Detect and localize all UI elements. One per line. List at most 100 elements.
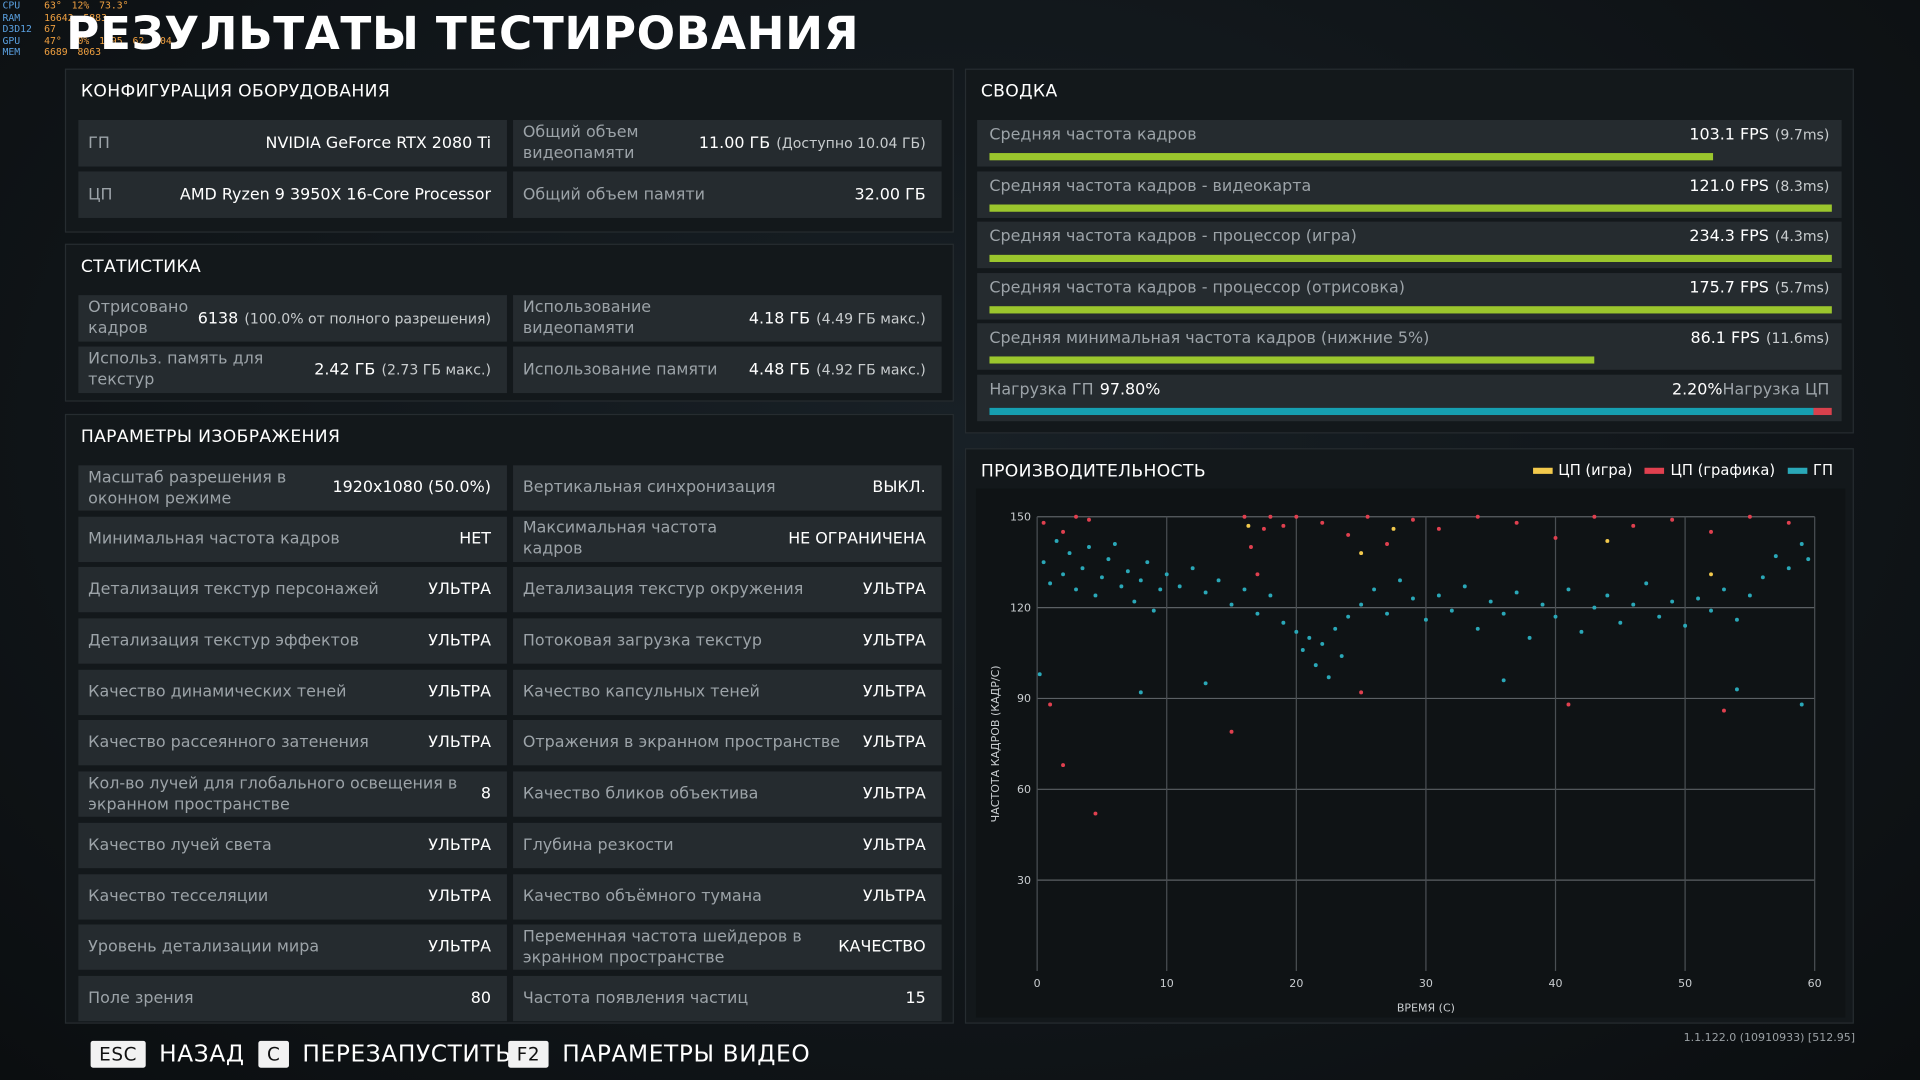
data-point — [1359, 690, 1364, 695]
data-point — [1501, 611, 1506, 616]
version: 1.1.122.0 (10910933) [512.95] — [1683, 1032, 1856, 1045]
data-point — [1313, 663, 1318, 668]
setting-label: Общий объем памяти — [522, 185, 705, 204]
key-hint: C — [258, 1040, 289, 1068]
setting-cell: Максимальная частота кадров НЕ ОГРАНИЧЕНА — [513, 516, 942, 562]
data-point — [1411, 517, 1415, 522]
setting-value: УЛЬТРА — [862, 631, 926, 651]
setting-value: УЛЬТРА — [428, 938, 492, 957]
legend-swatch — [1532, 467, 1553, 474]
data-point — [1644, 581, 1649, 586]
data-point — [1709, 529, 1713, 534]
data-point — [1734, 617, 1739, 622]
data-point — [1093, 811, 1098, 816]
summary-label: Средняя частота кадров - процессор (игра… — [989, 227, 1357, 247]
summary-value-wrap: 103.1 FPS (9.7ms) — [1689, 126, 1829, 144]
y-tick-label: 60 — [1017, 783, 1031, 796]
performance-panel: 30 60 90 120 150 0 10 20 30 40 50 60 ВРЕМЯ (С) ЧАСТОТ… — [964, 448, 1854, 1024]
setting-cell: Общий объем видеопамяти 11.00 ГБ (Доступно… — [513, 120, 942, 167]
data-point — [1158, 587, 1163, 592]
data-point — [1553, 614, 1558, 619]
setting-value: 1920x1080 (50.0%) — [332, 478, 492, 498]
data-point — [1268, 514, 1273, 519]
data-point — [1592, 514, 1597, 519]
setting-label: Вертикальная синхронизация — [522, 478, 776, 498]
data-point — [1683, 623, 1688, 628]
overlay-line: D3D12 67 — [2, 23, 183, 35]
data-point — [1391, 526, 1396, 531]
data-point — [1605, 539, 1610, 543]
data-point — [1048, 581, 1053, 586]
data-point — [1385, 611, 1390, 616]
x-tick-label: 10 — [1160, 977, 1174, 990]
data-point — [1300, 648, 1305, 652]
legend: ЦП (игра) ЦП (графика) ГП — [1532, 462, 1833, 479]
overlay-value: 5883 — [83, 11, 107, 23]
bar-track — [989, 356, 1831, 365]
setting-cell: Детализация текстур персонажей УЛЬТРА — [78, 567, 507, 613]
load-row: Нагрузка ГП 97.80% 2.20%Нагрузка ЦП — [977, 374, 1842, 422]
data-point — [1125, 569, 1130, 574]
summary-panel: СВОДКА Средняя частота кадров 103.1 FPS (9.… — [964, 68, 1854, 434]
chart-title: ПРОИЗВОДИТЕЛЬНОСТЬ — [980, 461, 1206, 482]
data-point — [1326, 675, 1331, 680]
setting-cell: Детализация текстур окружения УЛЬТРА — [513, 567, 942, 613]
overlay-label: MEM — [2, 46, 21, 58]
data-point — [1423, 617, 1428, 622]
data-point — [1592, 605, 1597, 610]
summary-value: 103.1 FPS — [1689, 126, 1769, 145]
data-point — [1229, 729, 1234, 734]
data-point — [1365, 514, 1370, 519]
setting-value: 80 — [470, 989, 492, 1008]
data-point — [1138, 690, 1143, 695]
data-point — [1436, 593, 1441, 598]
setting-note: (2.73 ГБ макс.) — [381, 361, 492, 379]
setting-label: Отрисовано кадров — [88, 298, 189, 338]
data-point — [1372, 587, 1377, 592]
data-point — [1514, 520, 1519, 525]
summary-value: 86.1 FPS — [1690, 329, 1760, 349]
data-point — [1074, 514, 1078, 519]
x-tick-label: 60 — [1808, 977, 1822, 990]
data-point — [1398, 578, 1402, 583]
setting-value: 4.18 ГБ — [748, 309, 811, 328]
setting-label: Использ. память для текстур — [88, 350, 264, 390]
data-point — [1760, 575, 1765, 580]
setting-note: (100.0% от полного разрешения) — [244, 309, 492, 327]
data-point — [1054, 539, 1059, 543]
overlay-value: 16642 — [44, 11, 74, 23]
footer-button[interactable]: ESC НАЗАД — [90, 1040, 245, 1068]
data-point — [1061, 763, 1066, 768]
summary-row: Средняя частота кадров - процессор (отри… — [977, 272, 1842, 320]
setting-label: Качество динамических теней — [88, 682, 347, 702]
overlay-line: CPU 63° 12% 73.3° — [2, 0, 183, 12]
summary-value-wrap: 234.3 FPS (4.3ms) — [1689, 228, 1829, 246]
setting-label: Переменная частота шейдеров в экранном п… — [522, 927, 802, 967]
data-point — [1475, 514, 1480, 519]
data-point — [1747, 593, 1752, 598]
summary-note: (9.7ms) — [1774, 126, 1830, 144]
data-point — [1087, 545, 1091, 549]
data-point — [1696, 596, 1701, 601]
panel-title: СВОДКА — [980, 82, 1058, 102]
data-point — [1093, 593, 1098, 598]
setting-label: Отражения в экранном пространстве — [522, 734, 841, 753]
footer-button[interactable]: C ПЕРЕЗАПУСТИТЬ — [258, 1040, 511, 1068]
data-point — [1249, 545, 1253, 549]
summary-row: Средняя минимальная частота кадров (нижн… — [977, 323, 1842, 371]
perf-overlay: CPU 63° 12% 73.3° RAM 16642 5883 D3D12 67 GPU 47° 3… — [2, 0, 183, 58]
overlay-line: GPU 47° 30% 1995 62 304.8 — [2, 35, 183, 47]
setting-cell: Качество лучей света УЛЬТРА — [78, 822, 507, 868]
bar — [989, 305, 1832, 314]
data-point — [1190, 566, 1195, 571]
setting-cell: Потоковая загрузка текстур УЛЬТРА — [513, 618, 942, 664]
load-track — [989, 407, 1832, 416]
data-point — [1566, 587, 1571, 592]
setting-label: Качество бликов объектива — [522, 785, 759, 804]
data-point — [1553, 535, 1558, 540]
setting-cell: Использ. память для текстур 2.42 ГБ (2.73 … — [78, 346, 507, 394]
footer-button[interactable]: F2 ПАРАМЕТРЫ ВИДЕО — [508, 1040, 810, 1068]
setting-cell: Качество бликов объектива УЛЬТРА — [513, 771, 942, 817]
data-point — [1307, 635, 1312, 640]
summary-value: 121.0 FPS — [1689, 177, 1769, 196]
